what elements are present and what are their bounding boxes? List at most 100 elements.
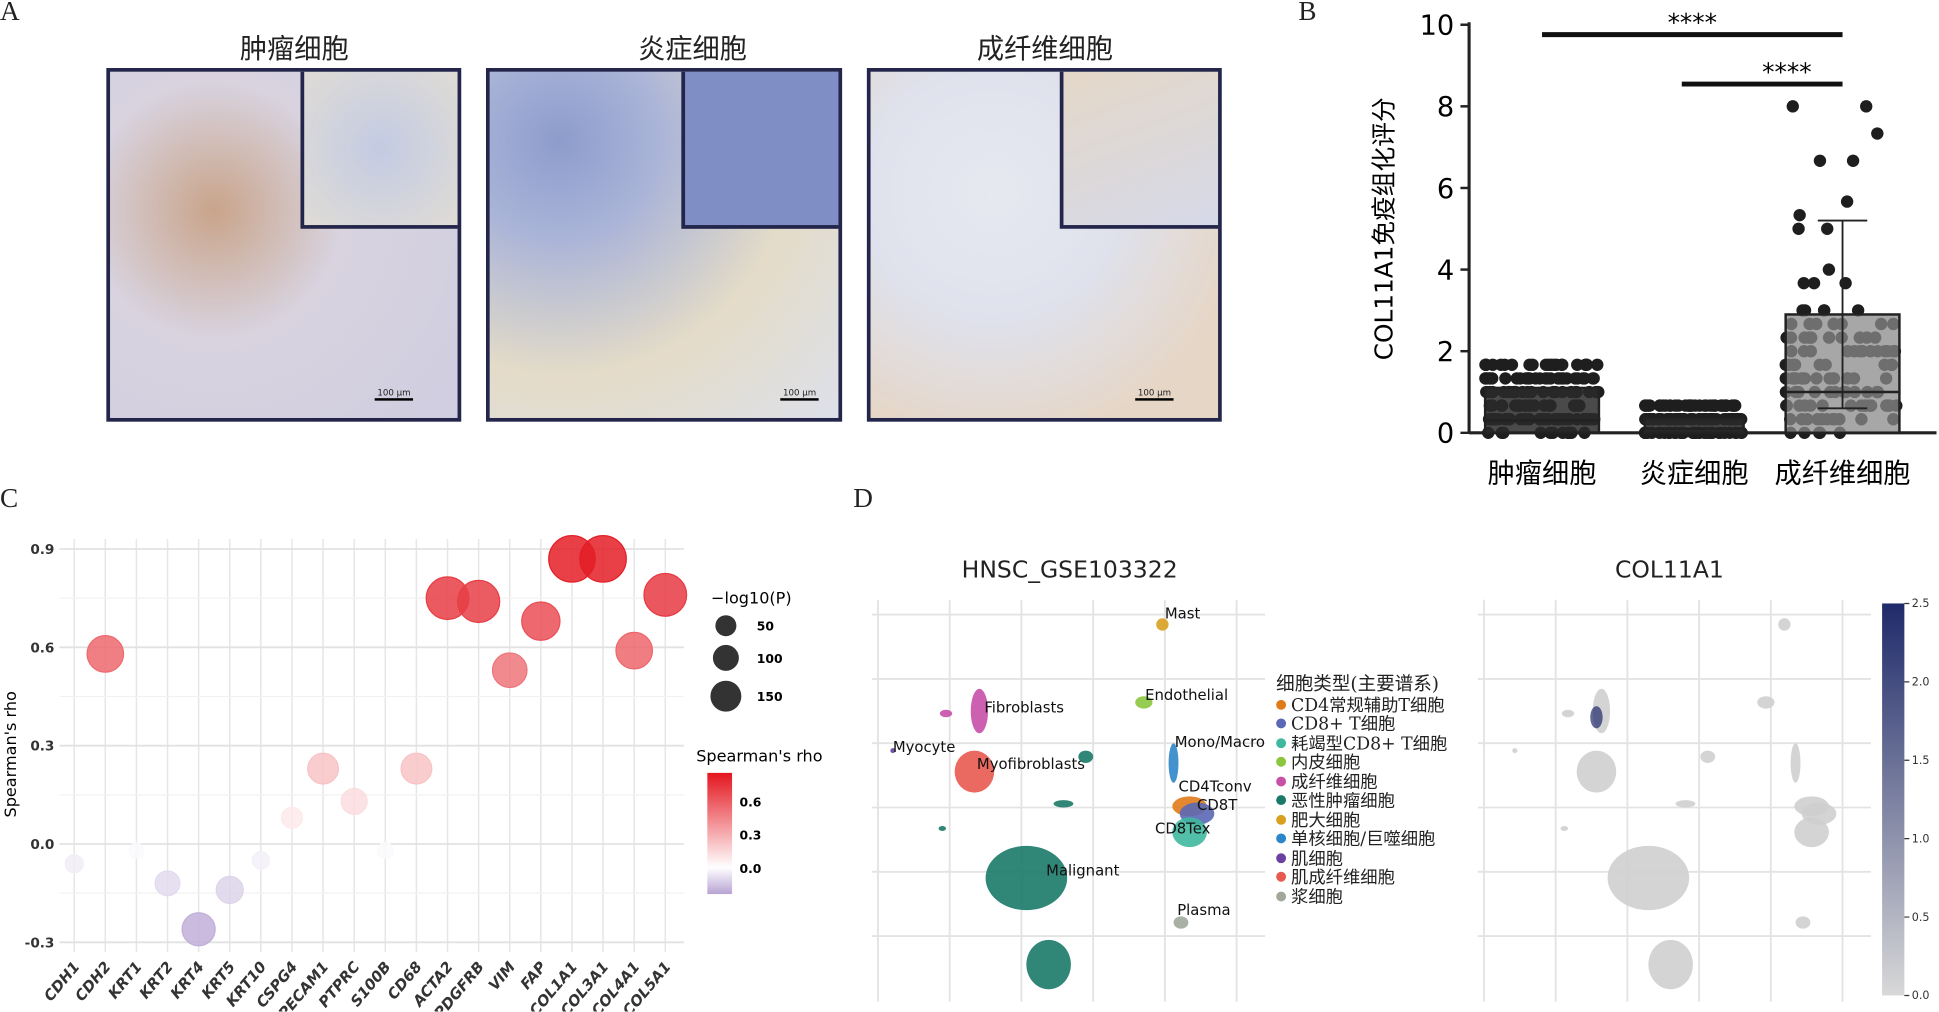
- ihc-inset-fibroblast: [1059, 71, 1219, 229]
- data-point-krt5: [215, 875, 244, 905]
- legend-color-dot: [1276, 852, 1287, 863]
- data-point-pdgfrb: [456, 579, 501, 624]
- umap-title-right: COL11A1: [1614, 556, 1724, 584]
- size-legend-title: −log10(P): [711, 588, 792, 607]
- legend-label: CD8+ T细胞: [1291, 714, 1396, 735]
- cell-cluster: [1778, 618, 1791, 631]
- umap-col11a1-expression: 2.5 2.0 1.5 1.0 0.5 0.0: [1477, 597, 1930, 1002]
- cluster-label: CD8Tex: [1155, 820, 1211, 837]
- colorbar-tick-label: 1.0: [1912, 832, 1930, 845]
- cluster-label: Endothelial: [1145, 687, 1228, 704]
- y-axis-label: COL11A1免疫组化评分: [1369, 97, 1398, 360]
- cell-cluster: [1078, 750, 1094, 763]
- cluster-label: CD8T: [1197, 797, 1238, 814]
- legend-item: CD4常规辅助T细胞: [1276, 695, 1447, 716]
- legend-item: 浆细胞: [1276, 888, 1447, 907]
- panel-label-a: A: [0, 0, 20, 26]
- data-point-cdh1: [64, 854, 84, 874]
- cell-cluster: [1790, 743, 1801, 783]
- data-point: [1822, 263, 1836, 276]
- panel-label-d: D: [853, 482, 873, 514]
- data-point-s100b: [376, 842, 394, 860]
- colorbar-tick-label: 0.0: [739, 862, 761, 876]
- data-point: [1591, 358, 1604, 371]
- data-point: [1786, 100, 1799, 113]
- colorbar: [707, 772, 733, 895]
- cell-cluster: [1675, 800, 1696, 808]
- colorbar-tick-label: 1.5: [1912, 754, 1930, 767]
- size-legend-label: 150: [757, 690, 783, 704]
- data-point: [1860, 100, 1873, 113]
- legend-color-dot: [1276, 737, 1287, 748]
- cell-cluster: [954, 750, 995, 793]
- colorbar: [1882, 603, 1905, 996]
- legend-title: 细胞类型(主要谱系): [1276, 672, 1440, 695]
- data-point: [1498, 358, 1511, 371]
- panel-a-title-fibroblast: 成纤维细胞: [976, 34, 1113, 66]
- data-point: [1793, 208, 1806, 222]
- legend-label: 肥大细胞: [1291, 810, 1361, 831]
- data-point-vim: [491, 652, 528, 689]
- cell-type-legend: 细胞类型(主要谱系) CD4常规辅助T细胞 CD8+ T细胞 耗竭型CD8+ T细胞…: [1276, 675, 1447, 907]
- data-point: [1550, 358, 1563, 371]
- data-point: [1725, 399, 1739, 412]
- panel-label-c: C: [0, 482, 19, 514]
- x-tick-label: 成纤维细胞: [1775, 458, 1911, 489]
- legend-label: 恶性肿瘤细胞: [1291, 791, 1395, 812]
- data-point: [1479, 372, 1492, 385]
- data-point: [1541, 372, 1554, 385]
- data-point: [1653, 399, 1667, 412]
- size-legend-circle: [710, 680, 742, 712]
- y-tick-label: -0.3: [25, 935, 55, 951]
- legend-item: 单核细胞/巨噬细胞: [1276, 829, 1447, 850]
- data-point: [1839, 276, 1852, 290]
- data-point-krt10: [251, 851, 271, 870]
- data-point: [1479, 358, 1492, 371]
- cell-cluster: [1168, 743, 1179, 783]
- y-tick-label: 6: [1437, 174, 1454, 205]
- data-point: [1639, 399, 1652, 412]
- cell-cluster: [1757, 696, 1775, 709]
- scale-bar: 100 μm: [1135, 388, 1174, 401]
- data-point: [1519, 372, 1533, 385]
- cell-cluster: [1795, 916, 1811, 929]
- legend-item: 肌细胞: [1276, 849, 1447, 869]
- cell-cluster: [1576, 750, 1617, 793]
- cell-cluster: [1794, 817, 1829, 848]
- data-point-cspg4: [280, 806, 304, 829]
- y-tick-label: 0.6: [30, 640, 54, 656]
- data-point: [1871, 127, 1884, 140]
- cell-cluster: [985, 845, 1068, 911]
- panel-label-b: B: [1298, 0, 1317, 26]
- cluster-label: Plasma: [1177, 902, 1230, 919]
- cell-cluster: [970, 688, 989, 734]
- data-point-pecam1: [307, 752, 340, 785]
- scale-bar: 100 μm: [374, 388, 414, 401]
- ihc-image-tumor: 100 μm: [106, 68, 462, 422]
- legend-label: CD4常规辅助T细胞: [1291, 695, 1445, 716]
- data-point: [1846, 154, 1860, 167]
- umap-cell-types: Mast Endothelial Fibroblasts Myocyte Mono/Ma…: [871, 599, 1266, 1002]
- legend-color-dot: [1276, 871, 1287, 882]
- size-legend-label: 100: [757, 652, 783, 666]
- y-tick-label: 2: [1437, 337, 1454, 368]
- data-point: [1587, 372, 1600, 385]
- legend-label: 单核细胞/巨噬细胞: [1291, 829, 1436, 850]
- cluster-label: CD4Tconv: [1178, 778, 1251, 795]
- data-point: [1797, 276, 1810, 290]
- box: [1643, 417, 1745, 435]
- x-tick-label: 炎症细胞: [1640, 458, 1749, 489]
- x-tick-label: KRT2: [136, 959, 176, 1003]
- y-tick-label: 0.0: [30, 837, 54, 853]
- legend-color-dot: [1276, 890, 1287, 901]
- legend-color-dot: [1276, 833, 1287, 844]
- x-tick-label: KRT4: [167, 959, 207, 1003]
- x-tick-label: 肿瘤细胞: [1488, 458, 1597, 489]
- y-tick-label: 8: [1437, 92, 1454, 123]
- y-tick-label: 4: [1437, 255, 1454, 286]
- cluster-label: Myofibroblasts: [977, 756, 1085, 773]
- data-point-krt4: [181, 912, 216, 947]
- legend-color-dot: [1276, 775, 1287, 786]
